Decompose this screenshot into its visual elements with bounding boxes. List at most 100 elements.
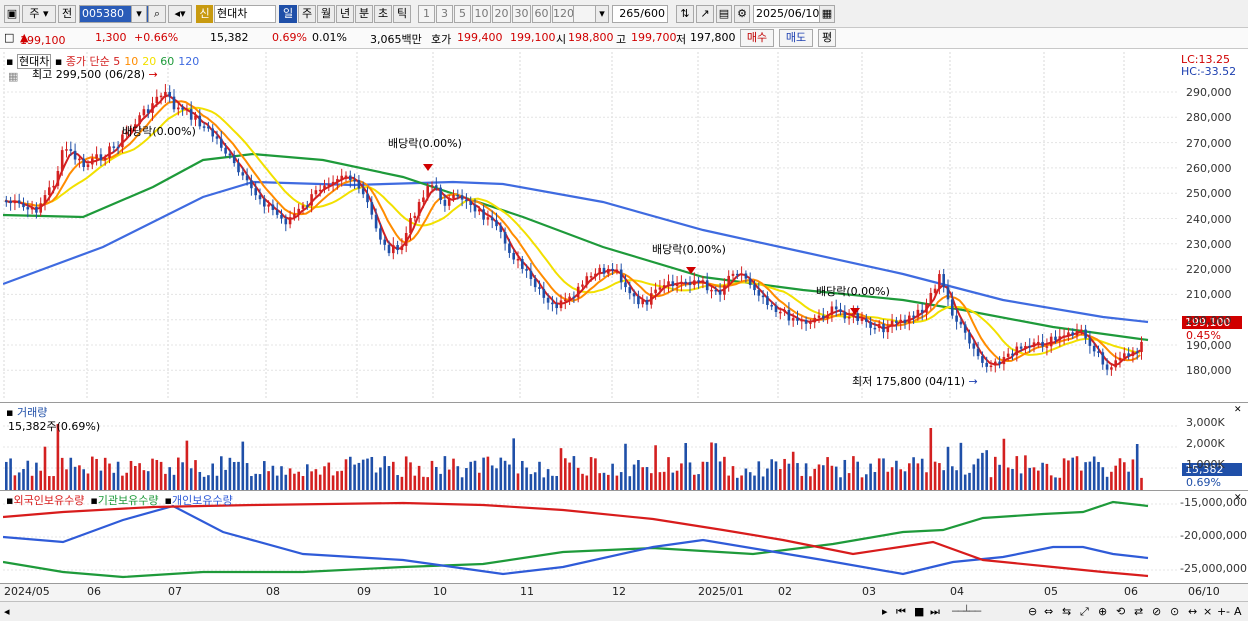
prev-button[interactable]: 전 [58,5,76,23]
volume-bar [736,477,739,490]
volume-chart[interactable] [3,404,1179,490]
current-price-value: 199,100 [20,34,66,47]
candle [82,158,85,168]
sell-button[interactable]: 매도 [779,29,813,47]
period-6[interactable]: 틱 [393,5,411,23]
gear-icon[interactable]: ⚙ [734,5,750,23]
date-input[interactable]: 2025/06/10 [753,5,835,23]
volume-title-text: 거래량 [16,406,48,419]
tool-icon-1[interactable]: ⇔ [1044,605,1054,618]
tool-icon-3[interactable]: ⤢ [1080,605,1089,618]
volume-close-icon[interactable]: ✕ [1234,405,1242,415]
tick-5[interactable]: 5 [454,5,471,23]
holder-chart[interactable] [3,492,1179,582]
volume-bar [486,456,490,490]
tick-20[interactable]: 20 [492,5,511,23]
period-0[interactable]: 일 [279,5,297,23]
search-icon[interactable]: ⌕ [148,5,166,23]
dividend-note-4: 배당락(0.00%) [816,285,890,298]
volume-bar [99,470,103,490]
tick-120[interactable]: 120 [552,5,574,23]
panel-divider-2[interactable] [0,490,1248,491]
ma60-line [3,152,1149,342]
volume-bar [39,470,42,490]
candle [791,318,795,321]
candle [972,343,976,349]
candle [1032,342,1036,347]
candle [727,275,730,286]
tool-icon-10[interactable]: × [1203,605,1213,618]
candle [495,220,498,227]
period-2[interactable]: 월 [317,5,335,23]
volume-bar [538,461,541,490]
volume-bar [551,475,554,490]
tick-3[interactable]: 3 [436,5,453,23]
tick-30[interactable]: 30 [512,5,531,23]
candle [370,202,374,215]
window-menu-icon[interactable]: ▣ [4,5,20,23]
period-4[interactable]: 분 [355,5,373,23]
volume-bar [667,457,670,490]
tick-10[interactable]: 10 [472,5,491,23]
candle [146,109,150,113]
tool-icon-4[interactable]: ⊕ [1098,605,1108,618]
trend-icon[interactable]: ↗ [696,5,714,23]
price-chart[interactable] [3,52,1179,400]
tool-icon-2[interactable]: ⇆ [1062,605,1072,618]
scroll-bar[interactable]: ◂ ▸ ⏮ ■ ⏭ ──┴── ⊖ ⇔ ⇆ ⤢ ⊕ ⟲ ⇄ ⊘ ⊙ ↔ × + … [0,601,1248,621]
grid-icon[interactable]: ▦ [8,70,19,83]
tool-icon-8[interactable]: ⊙ [1170,605,1180,618]
font-size-icon[interactable]: A [1234,605,1242,618]
tick-dropdown-icon[interactable]: ▾ [595,5,609,23]
panel-divider[interactable] [0,402,1248,403]
code-dropdown-icon[interactable]: ▾ [131,5,147,23]
tool-icon-7[interactable]: ⊘ [1152,605,1162,618]
count-input[interactable]: 265/600 [612,5,668,23]
mode-select[interactable]: 주 ▾ [22,5,56,23]
legend-bullet-2: ▪ [54,55,63,68]
scroll-left-icon[interactable]: ◂ [4,605,10,618]
scroll-right-icon[interactable]: ▸ [882,605,888,618]
candle [619,269,623,283]
volume-bar [361,459,365,490]
legend-ma-label: 종가 단순 [65,55,110,68]
holder-series-0: 외국인보유수량 [13,494,85,507]
buy-button[interactable]: 매수 [740,29,774,47]
volume-bar [503,460,507,490]
volume-bar [916,463,920,490]
rewind-icon[interactable]: ⏮ [896,605,906,618]
stop-icon[interactable]: ■ [914,605,925,618]
tool-icon-9[interactable]: ↔ [1188,605,1198,618]
holder-close-icon[interactable]: ✕ [1234,493,1242,503]
candle [662,285,666,288]
volume-bar [1002,438,1006,490]
eval-button[interactable]: 평 [818,29,836,47]
volume-bar [886,471,890,490]
zoom-slider[interactable]: ──┴── [952,605,981,618]
volume-bar [422,476,425,490]
tick-1[interactable]: 1 [418,5,435,23]
stock-name-field[interactable]: 현대차 [214,5,276,23]
save-icon[interactable]: ▤ [716,5,732,23]
zoom-minus-icon[interactable]: - [1226,605,1230,618]
volume-bar [211,463,214,490]
tool-icon-6[interactable]: ⇄ [1134,605,1144,618]
forward-icon[interactable]: ⏭ [930,605,940,618]
bookmark-icon[interactable]: □ [4,31,15,44]
zoom-out-icon[interactable]: ⊖ [1028,605,1038,618]
calendar-icon[interactable]: ▦ [819,5,835,23]
period-3[interactable]: 년 [336,5,354,23]
period-5[interactable]: 초 [374,5,392,23]
indicator-icon[interactable]: ⇅ [676,5,694,23]
volume-bar [404,456,408,490]
lc-label: LC:13.25 [1181,53,1231,66]
sound-icon[interactable]: ◂▾ [168,5,192,23]
tool-icon-5[interactable]: ⟲ [1116,605,1126,618]
x-axis: 2024/05 06 07 08 09 10 11 12 2025/01 02 03 04 05 06 06… [0,583,1248,601]
period-1[interactable]: 주 [298,5,316,23]
zoom-plus-icon[interactable]: + [1217,605,1227,618]
volume-bar [5,461,8,490]
tick-60[interactable]: 60 [532,5,551,23]
candle [280,214,283,219]
volume-bar [48,476,51,490]
